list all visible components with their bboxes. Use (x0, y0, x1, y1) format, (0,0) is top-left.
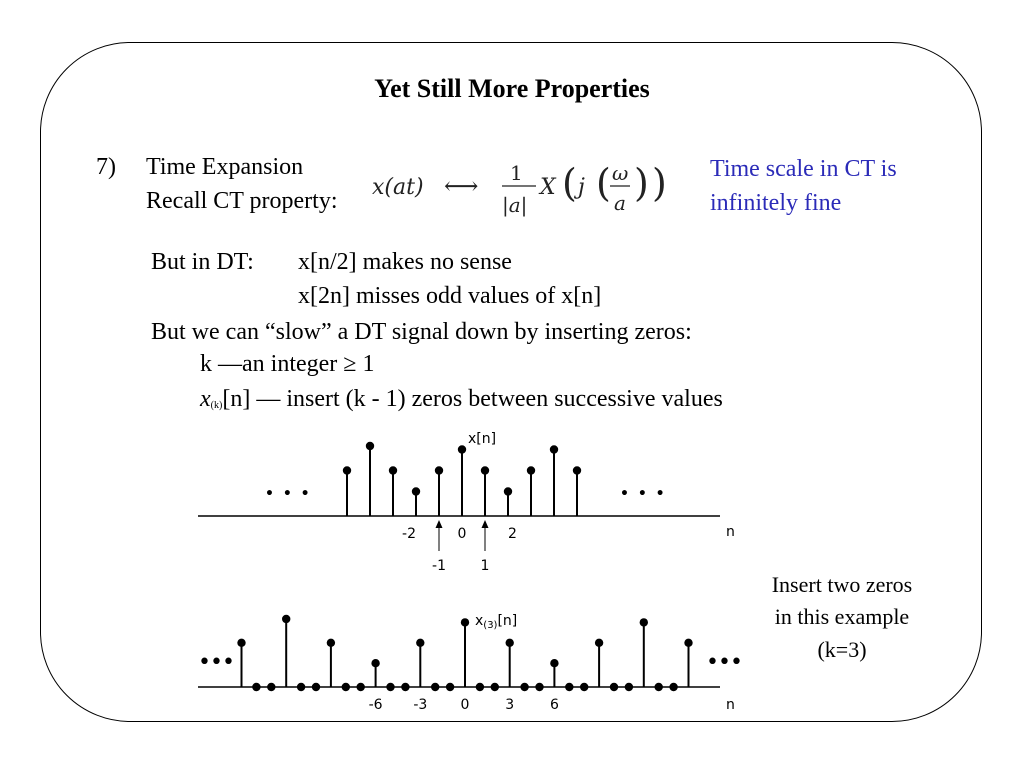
plot2-tick-label: -3 (413, 697, 427, 713)
item-title: Time Expansion (146, 154, 304, 180)
plot2-zero-marker (341, 682, 350, 692)
plot2-stem-marker (371, 659, 380, 668)
plot2-zero-marker (267, 682, 276, 692)
formula-denominator: |a| (502, 193, 527, 218)
plot2-zero-marker (624, 682, 634, 692)
plot1-arrow-head (481, 520, 489, 528)
plot2-tick-label: 3 (505, 697, 514, 713)
plot2-zero-marker (490, 682, 499, 692)
plot1-stem-marker (434, 466, 444, 475)
plot2-zero-marker (654, 682, 663, 692)
plot1-stem-marker (480, 466, 490, 475)
plot2-zero-marker (520, 682, 529, 692)
recall-text: Recall CT property: (146, 188, 338, 214)
plot1-stem-marker (342, 466, 352, 475)
xk-rest: [n] — insert (k - 1) zeros between succe… (222, 386, 723, 412)
slide-frame (40, 42, 982, 722)
side-note-line3: (k=3) (817, 637, 867, 662)
side-note-line2: in this example (774, 604, 910, 629)
plot2-zero-marker (535, 682, 544, 692)
plot2-zero-marker (311, 682, 321, 692)
plot1-arrow-label: 1 (481, 558, 490, 574)
plot2-title: x(3)[n] (475, 613, 517, 631)
plot2-stem-marker (684, 638, 693, 647)
formula-a: a (614, 191, 626, 215)
item-number: 7) (96, 154, 116, 180)
plot2-zero-marker (565, 682, 574, 692)
dt-line2: x[2n] misses odd values of x[n] (298, 283, 602, 309)
plot1-title: x[n] (468, 431, 496, 447)
plot2-stem-marker (416, 638, 425, 647)
plot1-stem-marker (411, 487, 421, 496)
plot1-stem-marker (365, 441, 375, 451)
plot2-right-ellipsis: ••• (706, 650, 742, 675)
plot2-stem-marker (550, 659, 559, 668)
plot1-xlabel: n (726, 524, 735, 540)
formula-lhs: x(at) (372, 175, 424, 200)
ct-time-scaling-formula: x(at) ⟷ 1 |a| X ( j ( ω a ) ) (372, 161, 667, 218)
plot2-zero-marker (669, 682, 678, 692)
plot1-stem-marker (457, 445, 467, 454)
ct-note-line2: infinitely fine (710, 190, 842, 216)
formula-X: X (538, 175, 557, 200)
plot2-stem-marker (460, 618, 470, 627)
plot2-zero-marker (386, 682, 395, 692)
plot2-zero-marker (475, 682, 485, 692)
paren-close-inner: ) (634, 161, 649, 205)
plot2-stem-marker (237, 638, 246, 647)
plot1-stem-marker (503, 487, 513, 496)
dt-label: But in DT: (151, 249, 254, 275)
stem-plots: n x[n] • • • • • • -2 0 2 -1 1 n x(3)[n] ••• ••• -6 -3… (198, 431, 743, 713)
xk-x: x (200, 386, 211, 412)
k-definition: k —an integer ≥ 1 (200, 351, 375, 377)
formula-arrow: ⟷ (444, 172, 478, 200)
plot1-tick-label: -2 (402, 526, 416, 542)
plot2-tick-label: -6 (369, 697, 383, 713)
plot2-left-ellipsis: ••• (198, 650, 234, 675)
slide-title: Yet Still More Properties (374, 74, 650, 103)
plot2-zero-marker (609, 682, 619, 692)
paren-close-outer: ) (652, 161, 667, 205)
plot2-zero-marker (356, 682, 365, 692)
xk-subscript: (k) (210, 400, 223, 411)
plot2-xlabel: n (726, 697, 735, 713)
plot2-zero-marker (580, 682, 589, 692)
plot1-stem-marker (526, 466, 536, 475)
formula-numerator: 1 (510, 161, 523, 185)
plot2-zero-marker (401, 682, 410, 692)
slow-down-text: But we can “slow” a DT signal down by in… (151, 319, 692, 345)
plot1-tick-label: 0 (458, 526, 467, 542)
dt-line1: x[n/2] makes no sense (298, 249, 512, 275)
plot2-zero-marker (445, 682, 455, 692)
plot1-left-ellipsis: • • • (265, 486, 312, 502)
formula-omega: ω (612, 161, 628, 185)
plot2-tick-label: 0 (461, 697, 470, 713)
paren-open-inner: ( (596, 161, 611, 205)
xk-definition: x(k)[n] — insert (k - 1) zeros between s… (200, 386, 723, 413)
plot2-stem-marker (639, 618, 648, 627)
plot1-stem-marker (388, 466, 398, 475)
paren-open-outer: ( (562, 161, 577, 205)
plot1-tick-label: 2 (508, 526, 517, 542)
plot1-stem-marker (572, 466, 582, 475)
plot2-stem-marker (326, 638, 336, 647)
plot1-arrow-head (435, 520, 443, 528)
plot1-arrow-label: -1 (432, 558, 446, 574)
plot2-zero-marker (296, 682, 306, 692)
plot1-right-ellipsis: • • • (620, 486, 667, 502)
plot2-stem-marker (282, 614, 291, 624)
ct-note-line1: Time scale in CT is (710, 156, 897, 182)
plot2-stem-marker (594, 638, 604, 647)
plot2-zero-marker (252, 682, 261, 692)
plot2-stem-marker (505, 638, 514, 647)
side-note-line1: Insert two zeros (771, 572, 913, 597)
plot2-zero-marker (431, 682, 440, 692)
plot2-tick-label: 6 (550, 697, 559, 713)
plot1-stem-marker (549, 445, 559, 454)
